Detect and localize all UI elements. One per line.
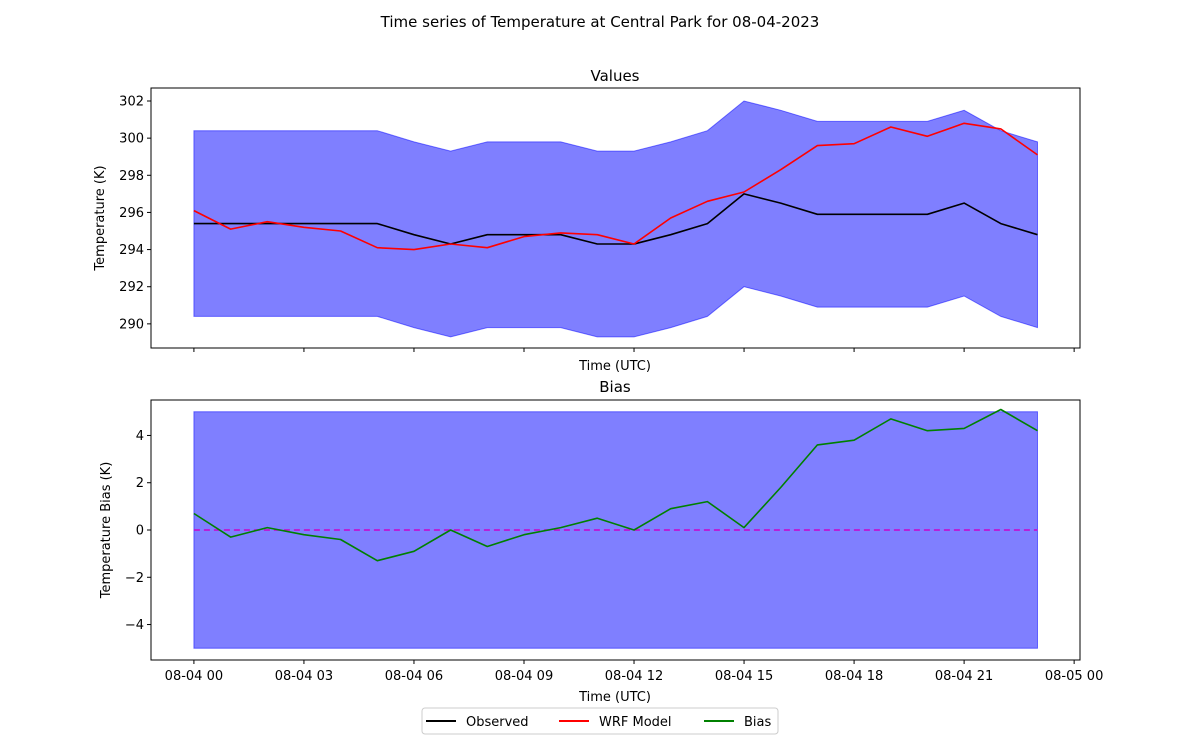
legend-label-wrf-model: WRF Model	[599, 715, 672, 730]
legend-item-observed: Observed	[426, 715, 529, 730]
bias-x-tick-label: 08-04 21	[935, 669, 993, 684]
bias-x-tick-label: 08-04 03	[275, 669, 333, 684]
legend-label-observed: Observed	[466, 715, 529, 730]
bias-axes-title: Bias	[599, 378, 631, 396]
values-y-axis-label: Temperature (K)	[93, 165, 108, 271]
values-lines	[193, 122, 1038, 251]
legend-item-bias: Bias	[704, 715, 771, 730]
values-spread-band	[193, 100, 1038, 338]
values-y-tick-label: 300	[119, 132, 144, 147]
values-y-tick-label: 290	[119, 317, 144, 332]
bias-x-tick-label: 08-04 12	[605, 669, 663, 684]
bias-y-tick-label: 4	[136, 429, 144, 444]
values-y-tick-label: 292	[119, 280, 144, 295]
bias-y-tick-label: 2	[136, 476, 144, 491]
bias-x-tick-label: 08-04 18	[825, 669, 883, 684]
bias-axes: Bias −4 −2 0 2 4 08-04 00 08-04 03 08-04 06 08-0…	[99, 378, 1103, 705]
bias-axis-ticks: −4 −2 0 2 4 08-04 00 08-04 03 08-04 06 08-04 09 0…	[125, 429, 1104, 684]
values-band-area	[193, 100, 1038, 338]
legend: Observed WRF Model Bias	[421, 707, 779, 735]
legend-frame	[421, 707, 779, 735]
bias-plot-frame	[150, 399, 1081, 661]
values-y-tick-label: 302	[119, 95, 144, 110]
bias-lines	[193, 408, 1038, 562]
series-line-observed	[193, 193, 1038, 245]
values-y-tick-label: 298	[119, 169, 144, 184]
bias-x-tick-label: 08-04 00	[165, 669, 223, 684]
bias-y-axis-label: Temperature Bias (K)	[99, 462, 114, 600]
bias-y-tick-label: 0	[136, 524, 144, 539]
values-y-tick-label: 296	[119, 206, 144, 221]
legend-item-wrf-model: WRF Model	[559, 715, 672, 730]
values-x-axis-label: Time (UTC)	[578, 359, 651, 374]
bias-x-axis-label: Time (UTC)	[578, 690, 651, 705]
bias-y-tick-label: −4	[125, 618, 144, 633]
bias-y-tick-label: −2	[125, 571, 144, 586]
bias-x-tick-label: 08-05 00	[1045, 669, 1103, 684]
bias-x-tick-label: 08-04 09	[495, 669, 553, 684]
values-axis-ticks: 290 292 294 296 298 300 302	[119, 95, 1075, 352]
series-line-wrf-model	[193, 122, 1038, 251]
legend-label-bias: Bias	[744, 715, 771, 730]
values-axes-title: Values	[590, 67, 639, 85]
figure-title: Time series of Temperature at Central Pa…	[380, 13, 820, 31]
values-plot-frame	[150, 87, 1081, 349]
series-line-bias	[193, 408, 1038, 562]
values-y-tick-label: 294	[119, 243, 144, 258]
bias-x-tick-label: 08-04 15	[715, 669, 773, 684]
bias-x-tick-label: 08-04 06	[385, 669, 443, 684]
